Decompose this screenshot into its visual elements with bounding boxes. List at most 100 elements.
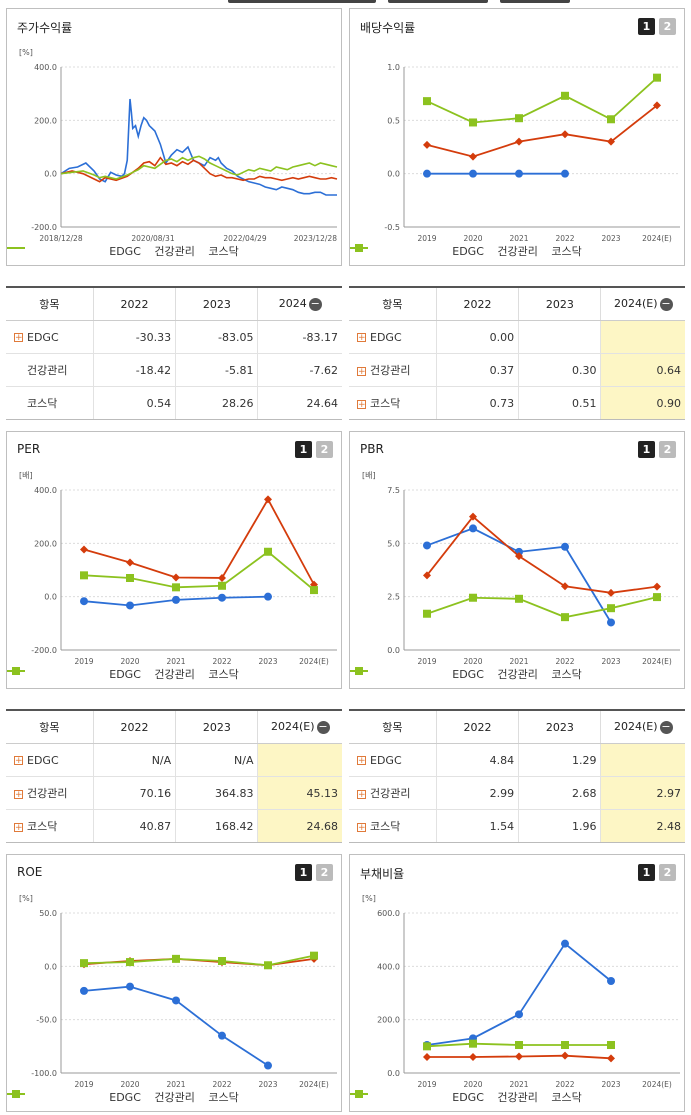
expand-icon[interactable]: +: [14, 789, 23, 800]
stock-return-table: 항목 2022 2023 2024− + EDGC -30.33 -83.05 -83.17 건강…: [6, 286, 342, 420]
table-header: 항목: [349, 711, 437, 744]
series-line: [426, 942, 612, 1046]
page-2-button[interactable]: 2: [659, 18, 676, 35]
data-point: [515, 1041, 523, 1049]
data-point: [469, 524, 477, 533]
legend-swatch: [7, 667, 25, 675]
x-tick-label: 2022: [212, 1080, 231, 1089]
y-tick-label: 0.0: [44, 593, 57, 602]
stock-return-chart: [%]400.0 200.0 0.0 -200.0 2018/12/28 2020/08/…: [19, 48, 337, 243]
panel-title: PER: [17, 442, 41, 456]
table-cell: 0.37: [435, 353, 519, 387]
legend-item[interactable]: 건강관리: [7, 245, 195, 258]
collapse-icon[interactable]: −: [659, 719, 673, 734]
page-2-button[interactable]: 2: [316, 864, 333, 881]
row-label[interactable]: + 코스닥: [357, 820, 401, 833]
y-tick-label: -50.0: [36, 1016, 57, 1025]
page-2-button[interactable]: 2: [659, 441, 676, 458]
y-tick-label: 0.0: [387, 646, 400, 655]
legend-item[interactable]: EDGC: [7, 245, 141, 258]
series-line: [83, 550, 315, 591]
y-tick-label: 200.0: [34, 116, 57, 125]
row-label[interactable]: + EDGC: [6, 320, 94, 354]
page-buttons: 1 2: [638, 18, 676, 35]
data-point: [423, 140, 431, 149]
legend-item[interactable]: 건강관리: [350, 244, 538, 258]
y-tick-label: 0.5: [387, 116, 400, 125]
legend-item[interactable]: 코스닥: [350, 244, 582, 258]
row-label[interactable]: + EDGC: [6, 743, 94, 777]
debt-ratio-chart: [%]600.0 400.0 200.0 0.0 2019 2020 2021 2022 202…: [362, 894, 680, 1089]
table-header: 2023: [518, 288, 601, 321]
legend-item[interactable]: EDGC: [350, 667, 484, 681]
legend-item[interactable]: 코스닥: [350, 667, 582, 681]
row-label[interactable]: + 코스닥: [357, 397, 401, 410]
expand-icon[interactable]: +: [14, 333, 23, 343]
legend-item[interactable]: 건강관리: [350, 1090, 538, 1104]
table-header: 항목: [349, 288, 437, 321]
y-tick-label: -200.0: [31, 223, 57, 232]
y-tick-label: 400.0: [34, 486, 57, 495]
expand-icon[interactable]: +: [357, 756, 366, 766]
expand-icon[interactable]: +: [14, 756, 23, 766]
legend-item[interactable]: EDGC: [350, 1090, 484, 1104]
chart-legend: EDGC 건강관리 코스닥: [350, 666, 684, 682]
x-tick-label: 2024(E): [299, 657, 329, 666]
legend-item[interactable]: 건강관리: [7, 667, 195, 681]
data-point: [423, 1053, 431, 1061]
row-label[interactable]: + 건강관리: [6, 776, 94, 810]
data-point: [172, 954, 180, 963]
legend-item[interactable]: 코스닥: [7, 1090, 239, 1104]
data-point: [423, 571, 431, 580]
table-cell: 1.54: [435, 809, 519, 842]
data-point: [218, 581, 226, 590]
page-1-button[interactable]: 1: [295, 864, 312, 881]
expand-icon[interactable]: +: [357, 366, 366, 377]
legend-item[interactable]: 코스닥: [350, 1090, 582, 1104]
legend-item[interactable]: 코스닥: [7, 667, 239, 681]
expand-icon[interactable]: +: [14, 822, 23, 833]
page-2-button[interactable]: 2: [316, 441, 333, 458]
series-line: [426, 515, 658, 594]
roe-chart: [%] 50.0 0.0 -50.0 -100.0 2019 2020 2021 2022 202…: [19, 894, 337, 1089]
page-1-button[interactable]: 1: [295, 441, 312, 458]
x-tick-label: 2019: [417, 657, 436, 666]
data-point: [561, 542, 569, 551]
legend-item[interactable]: EDGC: [350, 244, 484, 258]
legend-item[interactable]: EDGC: [7, 667, 141, 681]
y-tick-label: 0.0: [44, 170, 57, 179]
page-1-button[interactable]: 1: [638, 864, 655, 881]
collapse-icon[interactable]: −: [659, 296, 673, 311]
collapse-icon[interactable]: −: [316, 719, 330, 734]
legend-item[interactable]: EDGC: [7, 1090, 141, 1104]
per-table: 항목 2022 2023 2024(E) − + EDGC N/A N/A + 건강관리 70.16 3…: [6, 709, 342, 843]
y-tick-label: 0.0: [387, 1069, 400, 1078]
expand-icon[interactable]: +: [357, 399, 366, 410]
expand-icon[interactable]: +: [357, 822, 366, 833]
row-label[interactable]: + 건강관리: [349, 776, 437, 810]
expand-icon[interactable]: +: [357, 333, 366, 343]
x-tick-label: 2024(E): [299, 1080, 329, 1089]
legend-item[interactable]: 코스닥: [7, 245, 239, 258]
collapse-icon[interactable]: −: [308, 296, 322, 311]
data-point: [172, 595, 180, 604]
chart-legend: EDGC 건강관리 코스닥: [7, 666, 341, 682]
legend-item[interactable]: 건강관리: [7, 1090, 195, 1104]
page-1-button[interactable]: 1: [638, 441, 655, 458]
data-point: [607, 618, 615, 627]
row-label[interactable]: + EDGC: [349, 320, 437, 354]
series-line: [83, 497, 315, 586]
row-label[interactable]: + EDGC: [349, 743, 437, 777]
row-label[interactable]: + 코스닥: [14, 820, 58, 833]
x-tick-label: 2024(E): [642, 234, 672, 243]
legend-item[interactable]: 건강관리: [350, 667, 538, 681]
series-line: [60, 98, 337, 196]
page-1-button[interactable]: 1: [638, 18, 655, 35]
expand-icon[interactable]: +: [357, 789, 366, 800]
top-tab-strip: [500, 0, 570, 3]
data-point: [469, 1039, 477, 1048]
page-2-button[interactable]: 2: [659, 864, 676, 881]
y-tick-label: 400.0: [377, 962, 400, 971]
row-label[interactable]: + 건강관리: [349, 353, 437, 387]
table-cell: [257, 743, 342, 777]
